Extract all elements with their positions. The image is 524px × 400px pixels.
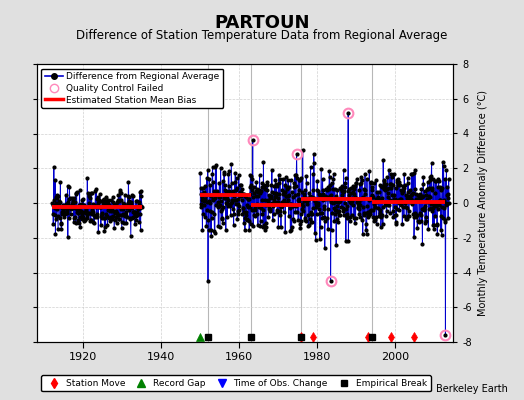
- Legend: Station Move, Record Gap, Time of Obs. Change, Empirical Break: Station Move, Record Gap, Time of Obs. C…: [41, 375, 431, 392]
- Y-axis label: Monthly Temperature Anomaly Difference (°C): Monthly Temperature Anomaly Difference (…: [477, 90, 488, 316]
- Text: Berkeley Earth: Berkeley Earth: [436, 384, 508, 394]
- Legend: Difference from Regional Average, Quality Control Failed, Estimated Station Mean: Difference from Regional Average, Qualit…: [41, 68, 223, 108]
- Text: Difference of Station Temperature Data from Regional Average: Difference of Station Temperature Data f…: [77, 29, 447, 42]
- Text: PARTOUN: PARTOUN: [214, 14, 310, 32]
